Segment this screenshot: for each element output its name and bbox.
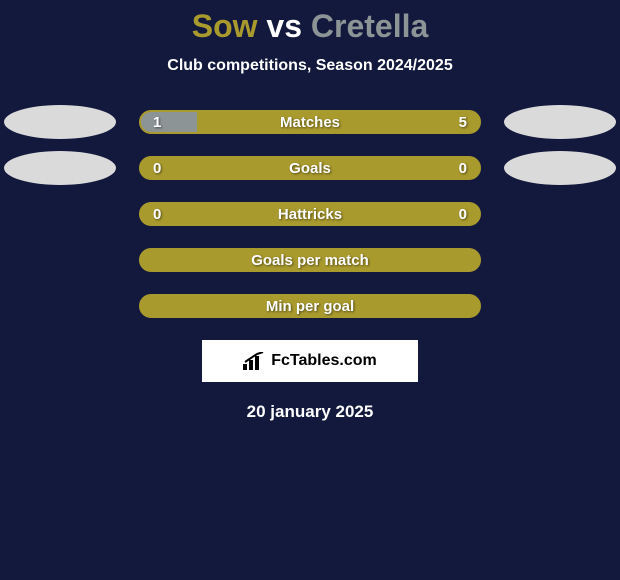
stat-label: Min per goal xyxy=(141,298,479,315)
logo: FcTables.com xyxy=(243,352,377,370)
stat-row-min-per-goal: Min per goal xyxy=(0,294,620,318)
stat-label: Goals xyxy=(141,160,479,177)
subtitle: Club competitions, Season 2024/2025 xyxy=(0,57,620,75)
logo-box: FcTables.com xyxy=(202,340,418,382)
stat-row-goals: 0 Goals 0 xyxy=(0,156,620,180)
title-vs: vs xyxy=(266,8,302,44)
chart-icon xyxy=(243,352,267,370)
title-player2: Cretella xyxy=(311,8,428,44)
stat-label: Matches xyxy=(141,114,479,131)
stat-bar: Goals per match xyxy=(139,248,481,272)
comparison-infographic: Sow vs Cretella Club competitions, Seaso… xyxy=(0,0,620,422)
player1-avatar-placeholder xyxy=(4,151,116,185)
stat-bar: 0 Goals 0 xyxy=(139,156,481,180)
stat-rows: 1 Matches 5 0 Goals 0 0 Hattricks 0 xyxy=(0,110,620,318)
stat-bar: 0 Hattricks 0 xyxy=(139,202,481,226)
date: 20 january 2025 xyxy=(0,402,620,422)
stat-right-value: 0 xyxy=(459,160,467,177)
stat-right-value: 0 xyxy=(459,206,467,223)
stat-row-goals-per-match: Goals per match xyxy=(0,248,620,272)
stat-row-matches: 1 Matches 5 xyxy=(0,110,620,134)
stat-row-hattricks: 0 Hattricks 0 xyxy=(0,202,620,226)
logo-text: FcTables.com xyxy=(271,352,377,370)
stat-bar: Min per goal xyxy=(139,294,481,318)
stat-right-value: 5 xyxy=(459,114,467,131)
page-title: Sow vs Cretella xyxy=(0,8,620,45)
stat-label: Goals per match xyxy=(141,252,479,269)
stat-bar: 1 Matches 5 xyxy=(139,110,481,134)
player1-avatar-placeholder xyxy=(4,105,116,139)
stat-label: Hattricks xyxy=(141,206,479,223)
title-player1: Sow xyxy=(192,8,258,44)
player2-avatar-placeholder xyxy=(504,105,616,139)
player2-avatar-placeholder xyxy=(504,151,616,185)
